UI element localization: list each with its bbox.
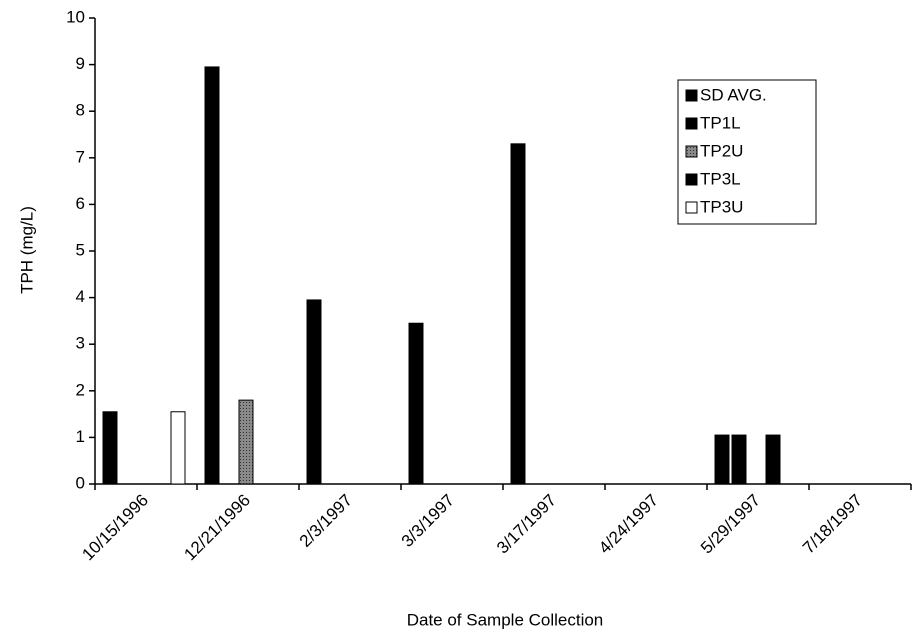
bar [238, 399, 254, 485]
legend-label: TP3L [700, 169, 741, 188]
legend-swatch [685, 117, 698, 130]
bar [170, 411, 186, 485]
x-axis-title: Date of Sample Collection [407, 610, 604, 629]
bar [765, 434, 781, 485]
legend-label: TP1L [700, 113, 741, 132]
bar [714, 434, 730, 485]
legend-swatch [685, 173, 698, 186]
bar [102, 411, 118, 485]
y-tick-label: 2 [76, 380, 85, 399]
y-tick-label: 9 [76, 54, 85, 73]
legend-swatch [685, 201, 698, 214]
legend-label: TP3U [700, 197, 743, 216]
x-tick-label: 4/24/1997 [595, 491, 662, 558]
legend-swatch [685, 89, 698, 102]
x-tick-label: 3/3/1997 [398, 491, 458, 551]
legend-swatch [685, 145, 698, 158]
y-tick-label: 0 [76, 473, 85, 492]
x-tick-label: 10/15/1996 [78, 491, 152, 565]
y-tick-label: 10 [66, 7, 85, 26]
x-tick-label: 7/18/1997 [799, 491, 866, 558]
legend-label: TP2U [700, 141, 743, 160]
y-tick-label: 7 [76, 147, 85, 166]
bar [731, 434, 747, 485]
y-tick-label: 6 [76, 194, 85, 213]
bar [510, 143, 526, 485]
x-tick-label: 2/3/1997 [296, 491, 356, 551]
bar [204, 66, 220, 485]
y-axis-title: TPH (mg/L) [17, 206, 36, 294]
y-tick-label: 5 [76, 240, 85, 259]
y-tick-label: 1 [76, 427, 85, 446]
y-tick-label: 8 [76, 101, 85, 120]
x-tick-label: 5/29/1997 [697, 491, 764, 558]
y-tick-label: 3 [76, 334, 85, 353]
bar [306, 299, 322, 485]
legend-box [677, 79, 817, 225]
x-tick-label: 12/21/1996 [180, 491, 254, 565]
x-tick-label: 3/17/1997 [493, 491, 560, 558]
bar [408, 322, 424, 485]
legend-label: SD AVG. [700, 85, 767, 104]
y-tick-label: 4 [76, 287, 85, 306]
